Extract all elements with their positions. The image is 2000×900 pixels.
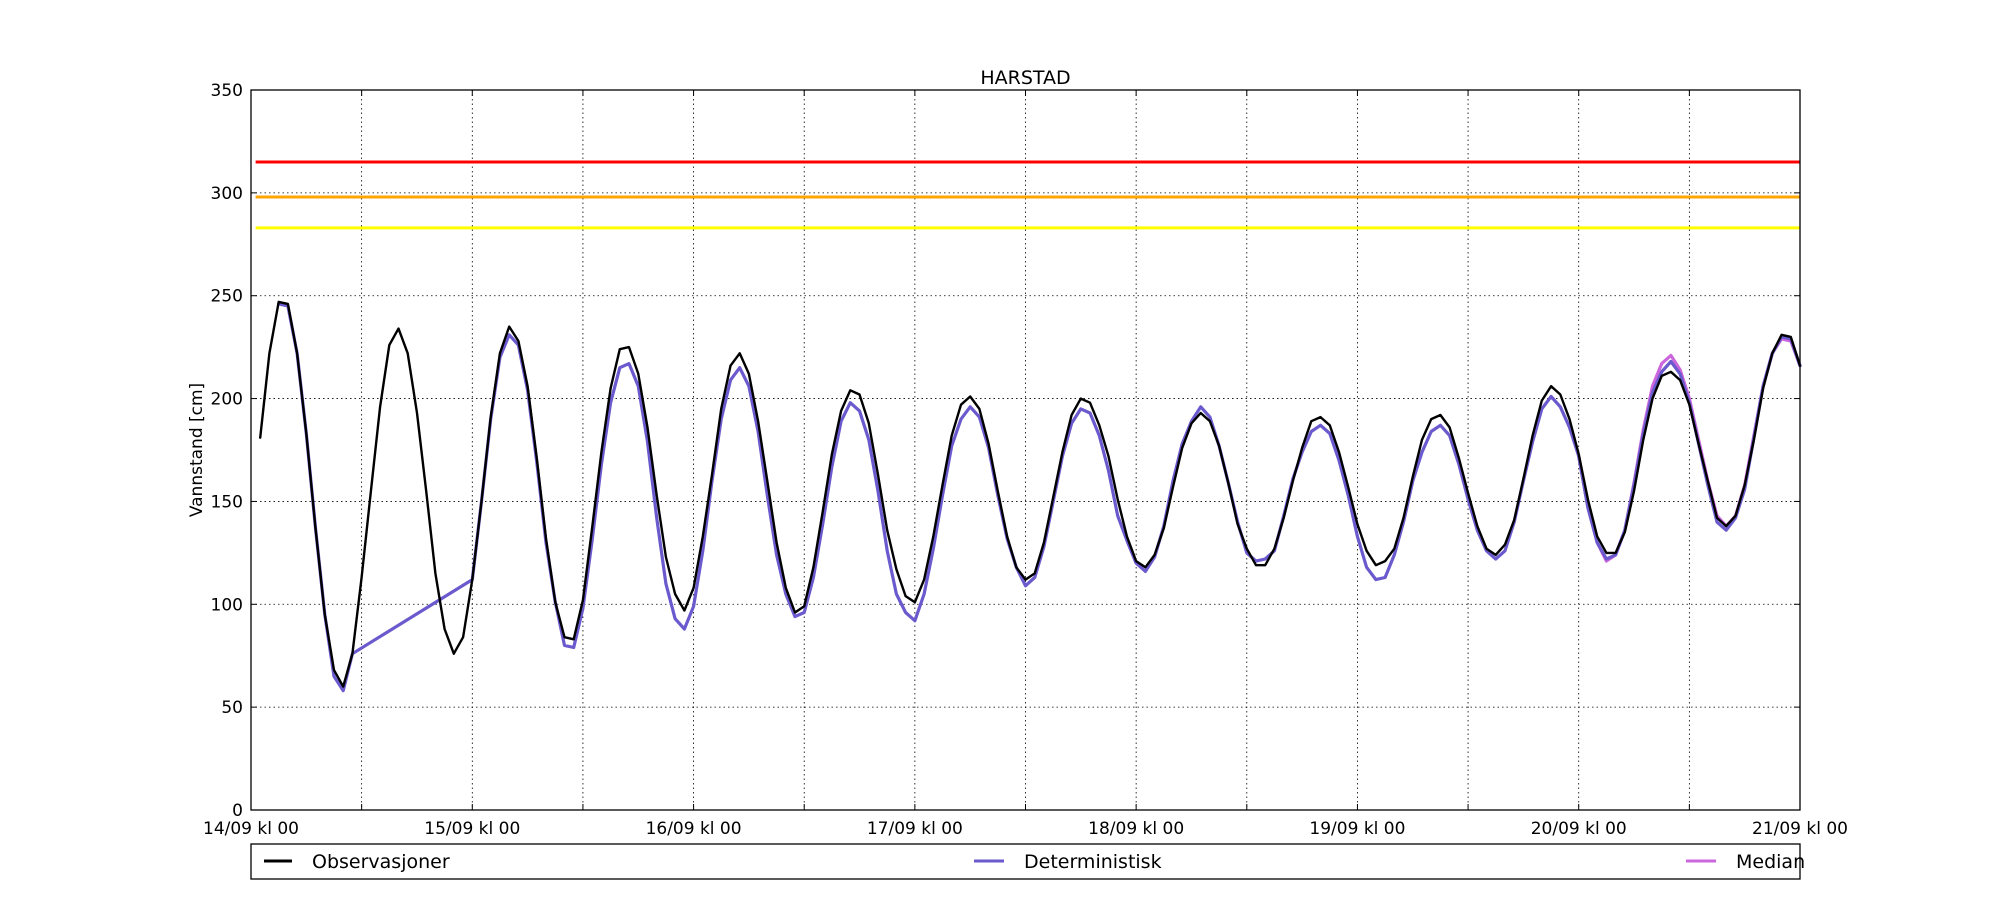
- y-tick-label: 250: [211, 287, 243, 307]
- y-tick-label: 300: [211, 184, 243, 204]
- x-tick-label: 15/09 kl 00: [424, 819, 520, 839]
- y-tick-label: 50: [221, 698, 243, 718]
- legend-label-observasjoner: Observasjoner: [312, 851, 450, 873]
- legend-frame: [250, 843, 1801, 880]
- legend: Observasjoner Deterministisk Median: [250, 843, 1805, 880]
- legend-label-median: Median: [1736, 851, 1805, 873]
- threshold-lines: [255, 160, 1800, 230]
- x-tick-label: 19/09 kl 00: [1309, 819, 1405, 839]
- x-tick-label: 18/09 kl 00: [1088, 819, 1184, 839]
- x-tick-label: 17/09 kl 00: [867, 819, 963, 839]
- legend-label-deterministisk: Deterministisk: [1024, 851, 1162, 873]
- y-tick-label: 200: [211, 390, 243, 410]
- y-tick-label: 150: [211, 492, 243, 512]
- tick-layer: 0 50 100 150 200 250 300 350 14/09 kl 00 15/09 kl…: [203, 81, 1848, 839]
- series-line-deterministisk: [277, 302, 1802, 693]
- x-tick-label: 21/09 kl 00: [1752, 819, 1848, 839]
- series-layer: [259, 300, 1802, 693]
- y-axis-label: Vannstand [cm]: [187, 383, 207, 517]
- chart-title: HARSTAD: [980, 67, 1070, 89]
- y-tick-label: 100: [211, 595, 243, 615]
- y-tick-label: 350: [211, 81, 243, 101]
- x-tick-label: 20/09 kl 00: [1531, 819, 1627, 839]
- x-tick-label: 16/09 kl 00: [646, 819, 742, 839]
- y-tick-label: 0: [232, 801, 243, 821]
- x-tick-label: 14/09 kl 00: [203, 819, 299, 839]
- series-line-observasjoner: [259, 300, 1802, 688]
